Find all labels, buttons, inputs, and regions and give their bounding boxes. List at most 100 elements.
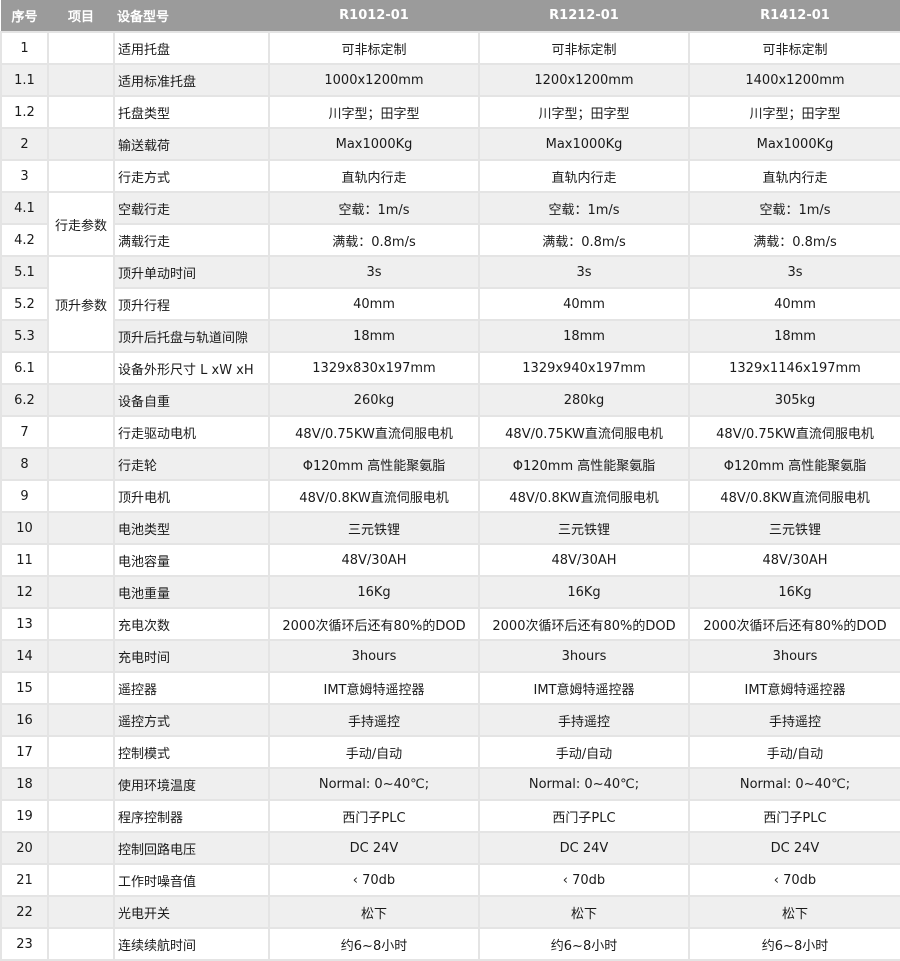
table-row: 7 行走驱动电机 48V/0.75KW直流伺服电机 48V/0.75KW直流伺服电机 4… [0,415,900,449]
row-number: 16 [0,703,49,737]
row-number: 2 [0,127,49,161]
row-parameter-name: 顶升行程 [113,287,270,321]
row-value-model-2: 手持遥控 [478,703,690,737]
table-row: 10 电池类型 三元铁锂 三元铁锂 三元铁锂 [0,511,900,545]
row-value-model-1: 1000x1200mm [268,63,480,97]
row-value-model-2: 16Kg [478,575,690,609]
row-value-model-3: 40mm [688,287,900,321]
table-row: 20 控制回路电压 DC 24V DC 24V DC 24V [0,831,900,865]
table-row: 13 充电次数 2000次循环后还有80%的DOD 2000次循环后还有80%的DOD… [0,607,900,641]
row-value-model-2: ‹ 70db [478,863,690,897]
row-value-model-1: 西门子PLC [268,799,480,833]
row-value-model-1: 3hours [268,639,480,673]
spec-table-body: 1 适用托盘 可非标定制 可非标定制 可非标定制 1.1 适用标准托盘 1000x1200mm… [0,31,900,961]
row-category [47,927,115,961]
row-number: 19 [0,799,49,833]
row-value-model-2: 2000次循环后还有80%的DOD [478,607,690,641]
row-value-model-3: 直轨内行走 [688,159,900,193]
row-category [47,95,115,129]
row-number: 5.2 [0,287,49,321]
row-value-model-1: Normal: 0~40℃; [268,767,480,801]
table-row: 18 使用环境温度 Normal: 0~40℃; Normal: 0~40℃; Norm… [0,767,900,801]
row-value-model-2: Φ120mm 高性能聚氨脂 [478,447,690,481]
row-number: 8 [0,447,49,481]
row-value-model-3: 川字型；田字型 [688,95,900,129]
row-number: 21 [0,863,49,897]
table-row: 23 连续续航时间 约6~8小时 约6~8小时 约6~8小时 [0,927,900,961]
table-row: 8 行走轮 Φ120mm 高性能聚氨脂 Φ120mm 高性能聚氨脂 Φ120mm 高性能… [0,447,900,481]
row-category [47,63,115,97]
row-category [47,511,115,545]
row-category [47,127,115,161]
row-parameter-name: 电池重量 [113,575,270,609]
row-number: 9 [0,479,49,513]
row-category [47,543,115,577]
row-category [47,863,115,897]
row-value-model-1: 手持遥控 [268,703,480,737]
row-value-model-1: 48V/0.75KW直流伺服电机 [268,415,480,449]
row-value-model-3: 约6~8小时 [688,927,900,961]
row-value-model-3: 2000次循环后还有80%的DOD [688,607,900,641]
row-category [47,799,115,833]
row-value-model-3: 手动/自动 [688,735,900,769]
table-row: 4.2 满载行走 满载：0.8m/s 满载：0.8m/s 满载：0.8m/s [0,223,900,257]
row-number: 17 [0,735,49,769]
row-parameter-name: 顶升电机 [113,479,270,513]
header-no: 序号 [1,0,48,33]
row-value-model-2: 空载：1m/s [478,191,690,225]
table-row: 22 光电开关 松下 松下 松下 [0,895,900,929]
row-value-model-1: 空载：1m/s [268,191,480,225]
row-category [47,639,115,673]
row-value-model-2: 手动/自动 [478,735,690,769]
row-number: 7 [0,415,49,449]
row-value-model-2: 川字型；田字型 [478,95,690,129]
row-value-model-3: 3s [688,255,900,289]
row-parameter-name: 电池类型 [113,511,270,545]
row-category [47,895,115,929]
row-category [47,831,115,865]
row-value-model-2: 松下 [478,895,690,929]
row-value-model-2: Max1000Kg [478,127,690,161]
row-parameter-name: 空载行走 [113,191,270,225]
row-parameter-name: 设备自重 [113,383,270,417]
row-value-model-3: 西门子PLC [688,799,900,833]
row-parameter-name: 控制模式 [113,735,270,769]
row-value-model-2: 可非标定制 [478,31,690,65]
row-value-model-3: 可非标定制 [688,31,900,65]
row-category [47,767,115,801]
row-number: 10 [0,511,49,545]
row-value-model-1: 18mm [268,319,480,353]
row-value-model-1: 2000次循环后还有80%的DOD [268,607,480,641]
row-parameter-name: 适用托盘 [113,31,270,65]
row-category [47,607,115,641]
row-number: 20 [0,831,49,865]
table-row: 14 充电时间 3hours 3hours 3hours [0,639,900,673]
header-model: 设备型号 [114,0,269,33]
row-category: 行走参数 [47,191,115,257]
table-row: 17 控制模式 手动/自动 手动/自动 手动/自动 [0,735,900,769]
row-value-model-3: 18mm [688,319,900,353]
row-value-model-1: 手动/自动 [268,735,480,769]
row-value-model-1: 满载：0.8m/s [268,223,480,257]
row-parameter-name: 托盘类型 [113,95,270,129]
row-value-model-2: 1200x1200mm [478,63,690,97]
row-value-model-3: 1400x1200mm [688,63,900,97]
row-value-model-3: 三元铁锂 [688,511,900,545]
table-row: 6.2 设备自重 260kg 280kg 305kg [0,383,900,417]
row-parameter-name: 工作时噪音值 [113,863,270,897]
table-row: 1 适用托盘 可非标定制 可非标定制 可非标定制 [0,31,900,65]
row-value-model-3: 1329x1146x197mm [688,351,900,385]
row-number: 5.1 [0,255,49,289]
table-row: 6.1 设备外形尺寸 L xW xH 1329x830x197mm 1329x940x… [0,351,900,385]
row-value-model-1: 48V/0.8KW直流伺服电机 [268,479,480,513]
row-value-model-1: 松下 [268,895,480,929]
row-value-model-3: 48V/0.8KW直流伺服电机 [688,479,900,513]
table-row: 1.1 适用标准托盘 1000x1200mm 1200x1200mm 1400x1200… [0,63,900,97]
table-row: 3 行走方式 直轨内行走 直轨内行走 直轨内行走 [0,159,900,193]
row-value-model-3: 手持遥控 [688,703,900,737]
row-parameter-name: 光电开关 [113,895,270,929]
row-value-model-1: 1329x830x197mm [268,351,480,385]
row-value-model-3: ‹ 70db [688,863,900,897]
row-parameter-name: 遥控方式 [113,703,270,737]
row-parameter-name: 充电次数 [113,607,270,641]
